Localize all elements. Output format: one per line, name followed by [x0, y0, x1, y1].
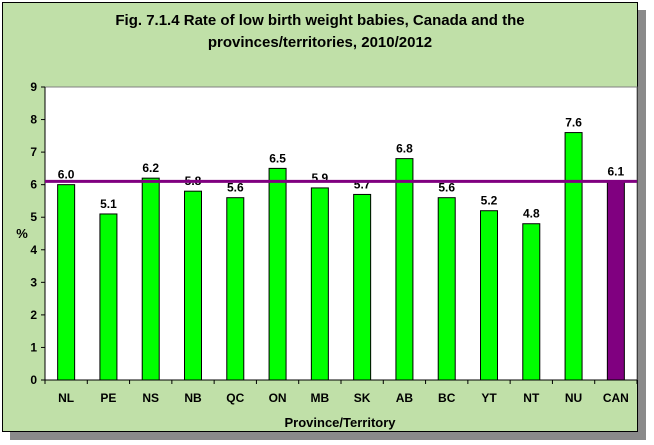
y-axis-label: % — [16, 226, 28, 241]
x-tick-label: MB — [311, 391, 330, 405]
x-tick-label: NT — [523, 391, 540, 405]
y-tick-label: 7 — [30, 145, 37, 159]
data-label: 6.1 — [608, 164, 625, 178]
x-axis-label: Province/Territory — [284, 415, 396, 430]
data-label: 5.7 — [354, 177, 371, 191]
y-axis: 0 1 2 3 4 5 6 7 8 9 — [30, 80, 46, 387]
bar — [141, 177, 160, 381]
bar — [480, 210, 498, 381]
data-label: 5.6 — [438, 181, 455, 195]
data-label: 5.1 — [100, 197, 117, 211]
bar — [57, 184, 76, 381]
y-tick-label: 9 — [30, 80, 37, 94]
data-label: 6.0 — [58, 168, 75, 182]
bar — [353, 193, 372, 381]
bar — [268, 167, 287, 381]
bars: 6.05.16.25.8 5.66.55.9 5.76.85.65.24.87.66… — [45, 116, 637, 381]
x-tick-label: BC — [438, 391, 456, 405]
data-label: 6.8 — [396, 142, 413, 156]
data-label: 6.5 — [269, 151, 286, 165]
x-tick-label: NL — [58, 391, 74, 405]
x-axis: NL PE NS NB QC ON MB SK AB BC YT NT NU CAN — [44, 379, 638, 405]
bar — [99, 213, 118, 381]
y-tick-label: 5 — [30, 210, 37, 224]
data-label: 4.8 — [523, 207, 540, 221]
y-tick-label: 1 — [30, 340, 37, 354]
y-tick-label: 6 — [30, 178, 37, 192]
bar — [226, 197, 245, 381]
x-tick-label: AB — [396, 391, 414, 405]
bar — [437, 197, 456, 381]
data-label: 6.2 — [142, 161, 159, 175]
x-tick-label: ON — [269, 391, 287, 405]
x-tick-label: SK — [354, 391, 371, 405]
data-label: 7.6 — [565, 116, 582, 130]
bar — [522, 223, 541, 381]
chart-title-line1: Fig. 7.1.4 Rate of low birth weight babi… — [115, 12, 524, 29]
bar — [310, 187, 329, 381]
x-tick-label: QC — [226, 391, 244, 405]
x-tick-label: PE — [100, 391, 116, 405]
bar — [184, 190, 202, 381]
bar — [395, 158, 414, 381]
x-tick-label: NU — [565, 391, 582, 405]
chart-title-line2: provinces/territories, 2010/2012 — [208, 34, 432, 51]
y-tick-label: 2 — [30, 308, 37, 322]
x-tick-label: YT — [481, 391, 497, 405]
y-tick-label: 0 — [30, 373, 37, 387]
x-tick-label: CAN — [603, 391, 629, 405]
y-tick-label: 4 — [30, 243, 37, 257]
data-label: 5.6 — [227, 181, 244, 195]
x-tick-label: NB — [184, 391, 202, 405]
y-tick-label: 8 — [30, 113, 37, 127]
bar-canada — [606, 180, 625, 381]
plot-area — [44, 86, 638, 381]
data-label: 5.2 — [481, 194, 498, 208]
x-tick-label: NS — [142, 391, 159, 405]
bar — [564, 132, 583, 381]
y-tick-label: 3 — [30, 275, 37, 289]
